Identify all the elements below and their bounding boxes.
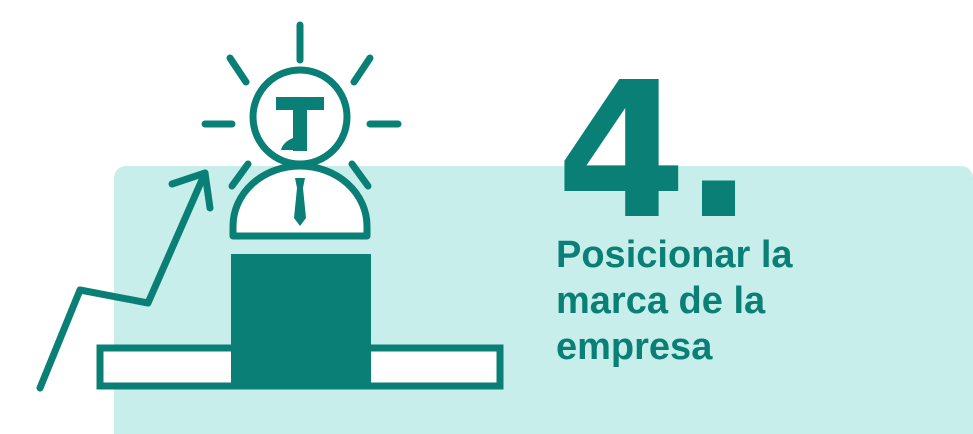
step-number: 4. (556, 42, 754, 261)
idea-bulb-icon (249, 66, 351, 168)
podium-idea-illustration (36, 21, 504, 392)
businessperson-icon (229, 162, 371, 240)
step-title: Posicionar la marca de la empresa (556, 234, 793, 368)
light-rays (201, 21, 402, 190)
growth-arrow-icon (36, 169, 214, 392)
podium-icon (96, 254, 504, 390)
